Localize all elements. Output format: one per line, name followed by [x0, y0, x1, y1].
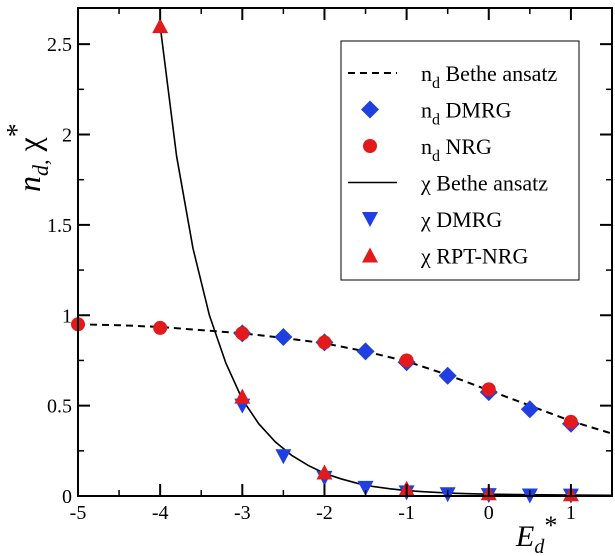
data-point — [274, 327, 293, 346]
series-chi-bethe-ansatz — [159, 25, 612, 496]
data-point — [235, 326, 250, 341]
y-tick-label: 2 — [62, 125, 72, 147]
series-n-d-dmrg — [233, 324, 580, 433]
x-tick-label: 1 — [566, 502, 576, 524]
axis-ticks: -5 -4 -3 -2 -1 0 1 0 0.5 1 1.5 2 2.5 — [47, 8, 612, 524]
data-point — [563, 414, 578, 429]
y-tick-label: 1.5 — [47, 215, 72, 237]
data-point — [234, 388, 251, 404]
legend-swatch — [363, 139, 377, 153]
x-tick-label: 0 — [484, 502, 494, 524]
data-point — [520, 400, 539, 419]
legend: nd Bethe ansatz nd DMRG nd NRG χ Bethe ansa… — [340, 40, 580, 281]
data-point — [152, 18, 169, 34]
y-tick-label: 0.5 — [47, 396, 72, 418]
y-axis-label: nd, χ* — [2, 123, 53, 192]
legend-label: nd DMRG — [421, 98, 512, 129]
legend-box — [340, 40, 580, 281]
data-point — [356, 342, 375, 361]
plot-frame — [77, 7, 613, 497]
axis-labels: Ed* nd, χ* — [2, 123, 557, 556]
x-tick-label: -4 — [152, 502, 169, 524]
series-n-d-nrg — [71, 317, 578, 429]
data-marks — [71, 18, 612, 504]
data-point — [153, 320, 168, 335]
y-tick-label: 1 — [62, 305, 72, 327]
series-n-d-bethe-ansatz — [78, 323, 612, 435]
legend-label: nd Bethe ansatz — [421, 61, 558, 92]
y-tick-label: 0 — [62, 486, 72, 508]
data-point — [399, 353, 414, 368]
legend-swatch — [362, 212, 378, 227]
legend-swatch — [361, 100, 379, 119]
data-point — [275, 449, 292, 465]
x-tick-label: -5 — [70, 502, 87, 524]
legend-swatch — [362, 247, 378, 263]
series-line — [159, 25, 612, 496]
data-point — [481, 382, 496, 397]
legend-label: χ RPT-NRG — [420, 244, 528, 269]
data-point — [317, 335, 332, 350]
data-point — [316, 464, 333, 480]
series-line — [78, 323, 612, 435]
x-axis-label: Ed* — [515, 511, 557, 556]
data-point — [357, 480, 374, 496]
data-point — [438, 366, 457, 385]
legend-label: nd NRG — [421, 134, 492, 165]
x-tick-label: -2 — [316, 502, 333, 524]
x-tick-label: -1 — [398, 502, 415, 524]
legend-label: χ DMRG — [420, 207, 502, 232]
x-tick-label: -3 — [234, 502, 251, 524]
legend-label: χ Bethe ansatz — [420, 171, 548, 196]
y-tick-label: 2.5 — [47, 34, 72, 56]
